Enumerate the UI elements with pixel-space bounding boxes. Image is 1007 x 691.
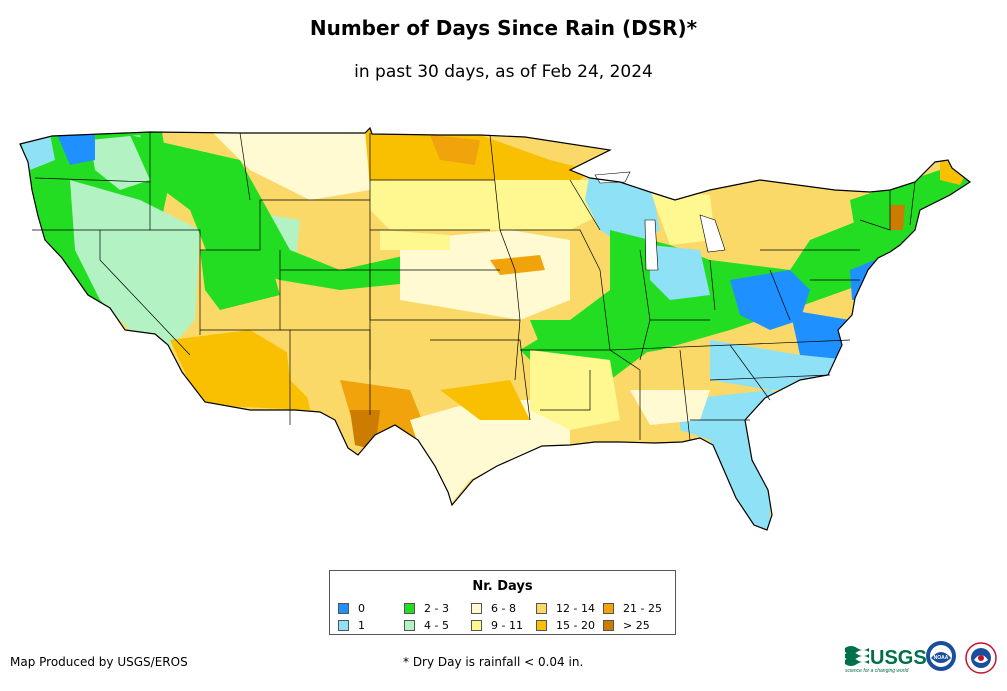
legend-label-4: 6 - 8: [491, 601, 516, 615]
legend-item-5: 9 - 11: [471, 618, 523, 632]
noaa-logo-text: NOAA: [934, 655, 949, 661]
legend-swatch-2: [404, 602, 415, 614]
dry-day-footnote: * Dry Day is rainfall < 0.04 in.: [403, 655, 584, 669]
legend-item-9: > 25: [603, 618, 650, 632]
legend-label-6: 12 - 14: [556, 601, 595, 615]
noaa-logo: NOAA: [926, 641, 956, 671]
legend-item-8: 21 - 25: [603, 601, 662, 615]
legend-swatch-1: [338, 619, 349, 631]
legend-item-6: 12 - 14: [536, 601, 595, 615]
legend-label-7: 15 - 20: [556, 618, 595, 632]
usgs-logo-text: USGS: [870, 647, 927, 669]
map-credit: Map Produced by USGS/EROS: [10, 655, 188, 669]
legend-label-8: 21 - 25: [623, 601, 662, 615]
map-subtitle: in past 30 days, as of Feb 24, 2024: [354, 62, 653, 82]
legend-swatch-0: [338, 602, 349, 614]
legend-swatch-3: [404, 619, 415, 631]
dsr-map: [19, 126, 972, 531]
legend-item-7: 15 - 20: [536, 618, 595, 632]
legend-swatch-8: [603, 602, 614, 614]
legend-label-2: 2 - 3: [424, 601, 449, 615]
legend-title: Nr. Days: [472, 579, 533, 594]
legend: Nr. Days 0 1 2 - 3 4 - 5 6 - 8 9 - 11 12…: [329, 570, 676, 635]
legend-swatch-5: [471, 619, 482, 631]
state-boundaries: [32, 132, 916, 441]
legend-label-5: 9 - 11: [491, 618, 523, 632]
nws-logo: [965, 642, 997, 674]
legend-item-1: 1: [338, 618, 365, 632]
us-outline: [19, 126, 972, 531]
legend-item-2: 2 - 3: [404, 601, 449, 615]
agency-logos: USGS science for a changing world NOAA: [845, 641, 997, 674]
legend-swatch-7: [536, 619, 547, 631]
legend-label-0: 0: [358, 601, 365, 615]
usgs-tagline: science for a changing world: [845, 668, 909, 674]
legend-swatch-9: [603, 619, 614, 631]
legend-swatch-4: [471, 602, 482, 614]
legend-label-1: 1: [358, 618, 365, 632]
map-title: Number of Days Since Rain (DSR)*: [309, 16, 698, 40]
legend-swatch-6: [536, 602, 547, 614]
legend-item-3: 4 - 5: [404, 618, 449, 632]
legend-label-9: > 25: [623, 618, 650, 632]
legend-item-4: 6 - 8: [471, 601, 516, 615]
legend-label-3: 4 - 5: [424, 618, 449, 632]
usgs-logo: USGS science for a changing world: [845, 646, 927, 674]
legend-item-0: 0: [338, 601, 365, 615]
